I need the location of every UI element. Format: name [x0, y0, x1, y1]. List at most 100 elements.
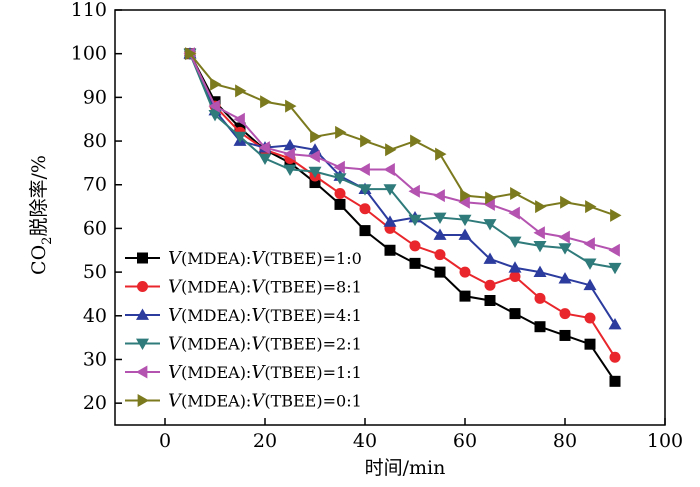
legend-marker [137, 281, 148, 292]
data-point [483, 197, 495, 211]
series-line [189, 53, 616, 382]
y-axis-ticks: 20 30 40 50 60 70 80 90 100 110 [71, 0, 122, 414]
legend-label-part: (MDEA): [181, 335, 251, 354]
data-point [458, 195, 470, 209]
data-point [558, 243, 572, 255]
data-point [458, 214, 472, 227]
legend-label: V(MDEA):V(TBEE)=8:1 [168, 277, 362, 298]
y-axis-title-rest: 脱除率/% [28, 155, 50, 236]
y-axis-title-subscript: 2 [40, 237, 55, 245]
data-point [233, 131, 247, 144]
legend-label: V(MDEA):V(TBEE)=4:1 [168, 305, 362, 326]
data-point [360, 134, 372, 148]
data-point [535, 200, 547, 214]
data-point [208, 99, 220, 113]
data-point [608, 243, 620, 257]
legend-label-part: V [168, 362, 183, 383]
data-point [584, 338, 596, 350]
plot-frame [114, 9, 666, 426]
legend-label-part: V [168, 391, 183, 412]
data-point [210, 77, 222, 91]
data-point [509, 308, 521, 320]
x-tick-label: 60 [453, 430, 477, 452]
legend-label-part: (TBEE)=2:1 [264, 335, 361, 354]
data-point [383, 162, 395, 176]
data-point [333, 173, 347, 185]
data-point [433, 228, 447, 240]
data-point [408, 214, 422, 227]
data-point [508, 236, 522, 249]
y-tick-label: 70 [83, 174, 107, 196]
data-point [509, 270, 521, 282]
data-point [208, 109, 222, 122]
data-point [533, 226, 545, 240]
data-point [508, 206, 520, 220]
data-point [609, 351, 621, 363]
data-point [358, 162, 370, 176]
data-point [383, 215, 397, 227]
data-point [583, 237, 595, 251]
x-tick-label: 100 [647, 430, 683, 452]
data-point [484, 279, 496, 291]
legend-marker [137, 394, 149, 407]
data-point [609, 375, 621, 387]
legend-label-part: (MDEA): [181, 392, 251, 411]
legend-label-part: V [168, 277, 183, 298]
data-point [283, 164, 297, 176]
data-point [408, 184, 420, 198]
data-point [185, 47, 197, 61]
legend-label: V(MDEA):V(TBEE)=1:1 [168, 362, 362, 383]
data-point [558, 230, 570, 244]
legend-label-part: V [251, 305, 266, 326]
data-point [358, 184, 372, 196]
data-point [585, 200, 597, 214]
data-point [309, 177, 321, 189]
data-point [508, 261, 522, 273]
data-point [308, 149, 320, 163]
legend-label-part: (MDEA): [181, 363, 251, 382]
data-point [533, 241, 547, 253]
data-point [333, 160, 345, 174]
data-point [283, 147, 295, 161]
y-axis-title: CO2脱除率/% [28, 155, 55, 275]
data-point [384, 244, 396, 256]
y-tick-label: 110 [71, 0, 107, 21]
series-5 [183, 47, 620, 257]
data-point [433, 212, 447, 224]
data-point [484, 295, 496, 306]
legend-label: V(MDEA):V(TBEE)=2:1 [168, 334, 362, 355]
y-axis-title-main: CO [28, 245, 50, 275]
data-point [260, 95, 272, 109]
data-point [483, 219, 497, 231]
data-point [534, 292, 546, 304]
data-point [435, 147, 447, 161]
data-point [235, 84, 247, 98]
legend-item: V(MDEA):V(TBEE)=2:1 [125, 334, 362, 355]
legend-label-part: V [251, 391, 266, 412]
data-point [359, 225, 371, 237]
x-tick-label: 20 [253, 430, 277, 452]
y-tick-label: 60 [83, 217, 107, 239]
legend-label: V(MDEA):V(TBEE)=0:1 [168, 391, 362, 412]
legend-item: V(MDEA):V(TBEE)=8:1 [125, 277, 362, 298]
series-4 [183, 48, 622, 275]
data-point [335, 125, 347, 139]
data-point [258, 153, 272, 166]
data-point [534, 321, 546, 333]
legend: V(MDEA):V(TBEE)=1:0V(MDEA):V(TBEE)=8:1V(… [125, 248, 362, 412]
data-point [608, 262, 622, 275]
data-point [283, 138, 297, 151]
data-point [359, 203, 371, 215]
x-axis-title: 时间/min [365, 457, 446, 479]
legend-item: V(MDEA):V(TBEE)=4:1 [125, 305, 362, 326]
legend-marker [136, 365, 148, 379]
legend-label-part: (MDEA): [181, 306, 251, 325]
data-point [559, 329, 571, 341]
legend-label-part: (MDEA): [181, 249, 251, 268]
y-tick-label: 90 [83, 86, 107, 108]
data-point [409, 257, 421, 269]
x-tick-label: 80 [553, 430, 577, 452]
legend-label-part: (MDEA): [181, 278, 251, 297]
legend-label-part: V [251, 277, 266, 298]
y-tick-label: 30 [83, 348, 107, 370]
